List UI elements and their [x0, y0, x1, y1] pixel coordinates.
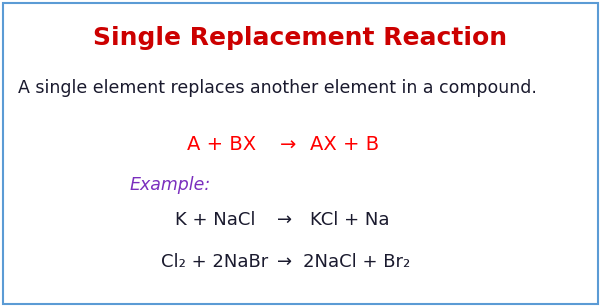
- Text: AX + B: AX + B: [311, 135, 380, 154]
- Text: 2NaCl + Br₂: 2NaCl + Br₂: [304, 253, 410, 271]
- Text: KCl + Na: KCl + Na: [310, 211, 390, 229]
- Text: →: →: [280, 135, 296, 154]
- Text: A single element replaces another element in a compound.: A single element replaces another elemen…: [18, 79, 537, 97]
- Text: Example:: Example:: [130, 176, 211, 194]
- Text: K + NaCl: K + NaCl: [175, 211, 255, 229]
- Text: →: →: [278, 211, 293, 229]
- Text: →: →: [278, 253, 293, 271]
- FancyBboxPatch shape: [3, 3, 598, 304]
- Text: Single Replacement Reaction: Single Replacement Reaction: [93, 26, 507, 50]
- Text: A + BX: A + BX: [188, 135, 257, 154]
- Text: Cl₂ + 2NaBr: Cl₂ + 2NaBr: [162, 253, 269, 271]
